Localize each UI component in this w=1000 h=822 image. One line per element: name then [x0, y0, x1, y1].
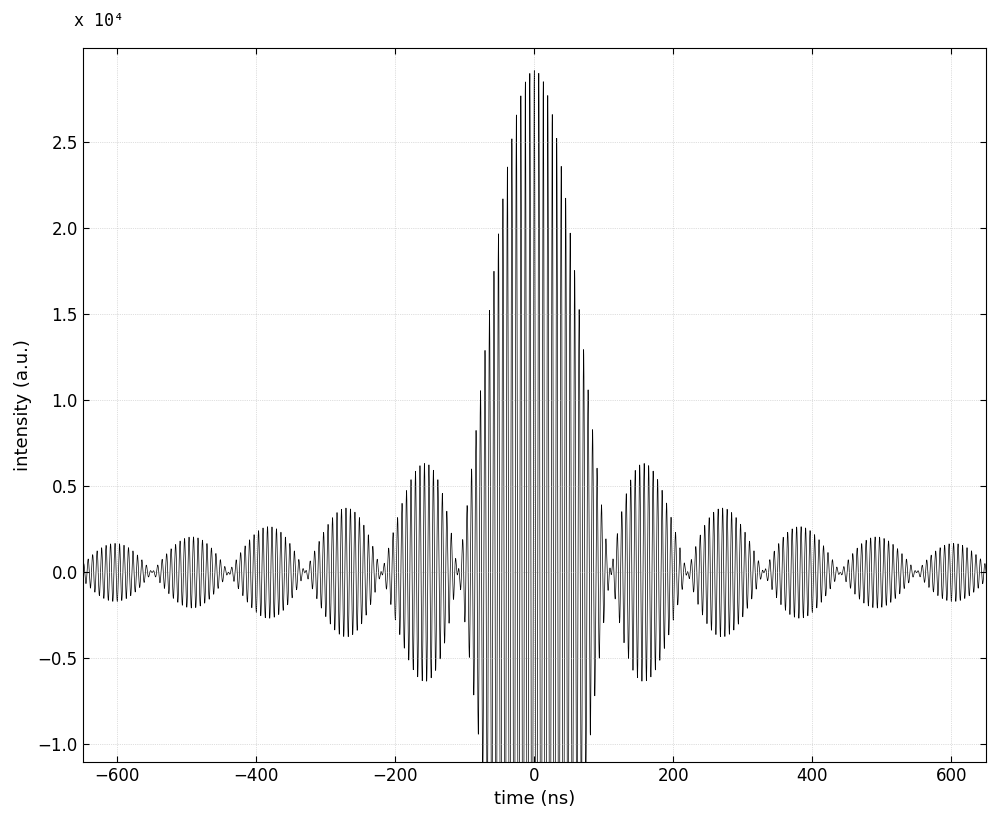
Text: x 10⁴: x 10⁴ — [74, 12, 124, 30]
Y-axis label: intensity (a.u.): intensity (a.u.) — [14, 339, 32, 471]
X-axis label: time (ns): time (ns) — [494, 790, 575, 808]
